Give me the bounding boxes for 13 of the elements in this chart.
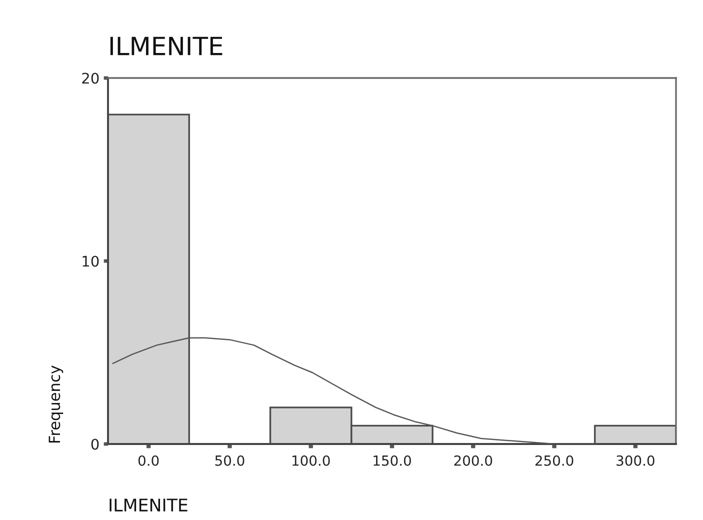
x-axis-title: ILMENITE xyxy=(110,498,188,512)
x-tick-label: 100.0 xyxy=(292,455,330,466)
x-tick-label: 150.0 xyxy=(374,455,411,466)
x-tick-label: 50.0 xyxy=(215,455,244,466)
x-tick-label: 300.0 xyxy=(616,455,654,466)
y-tick-label: 0 xyxy=(91,438,99,450)
chart-title: ILMENITE xyxy=(110,36,222,56)
y-tick-label: 10 xyxy=(82,256,99,267)
y-tick-label: 20 xyxy=(82,72,99,84)
y-axis-title: Frequency xyxy=(48,366,64,442)
x-tick-label: 250.0 xyxy=(535,455,574,466)
x-tick-label: 0.0 xyxy=(138,455,159,466)
x-tick-label: 200.0 xyxy=(454,455,492,466)
